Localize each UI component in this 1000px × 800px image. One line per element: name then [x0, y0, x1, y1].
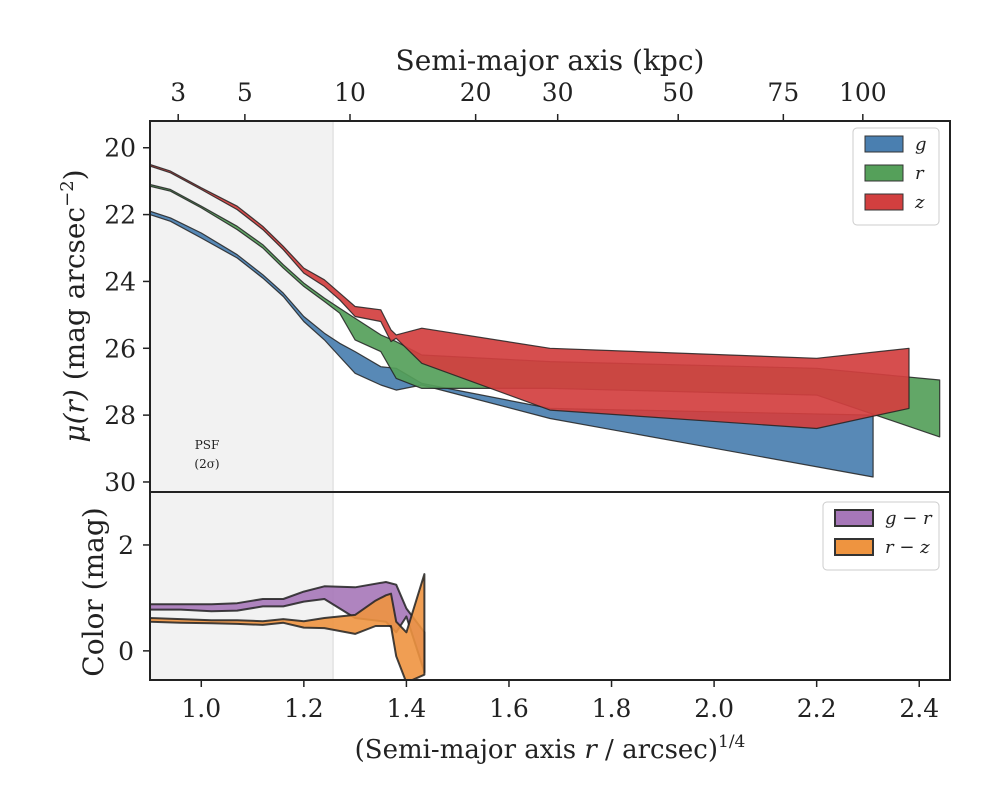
x-label-var: r	[584, 735, 598, 765]
kpc-tick-label-3: 20	[460, 78, 492, 107]
xtick-label-3: 1.6	[489, 694, 529, 723]
top-y-axis-label: μ(r) (mag arcsec−2)	[57, 169, 91, 442]
top-ytick-label-4: 28	[104, 401, 136, 430]
legend-color: g − r r − z	[822, 501, 940, 571]
kpc-tick-label-1: 5	[237, 78, 253, 107]
sb-legend-swatch-2	[864, 193, 904, 211]
x-label-unit: / arcsec)	[597, 735, 718, 765]
x-label-exp: 1/4	[718, 732, 745, 752]
bottom-y-ticks: 02	[118, 531, 150, 666]
bottom-ytick-label-0: 0	[118, 637, 134, 666]
y-label-unit: (mag arcsec	[58, 207, 91, 389]
xtick-label-2: 1.4	[387, 694, 427, 723]
bottom-y-axis-label: Color (mag)	[77, 507, 110, 676]
xtick-label-0: 1.0	[181, 694, 221, 723]
y-label-exp: −2	[57, 180, 78, 207]
sb-legend-swatch-1	[864, 164, 904, 182]
psf-region-top	[150, 121, 334, 492]
sb-legend-label-2: z	[914, 192, 925, 213]
top-y-ticks: 20 22 24 26 28 30	[104, 134, 150, 497]
top-ytick-label-5: 30	[104, 468, 136, 497]
sb-legend-label-1: r	[915, 163, 925, 184]
top-ytick-label-3: 26	[104, 334, 136, 363]
bottom-x-ticks: 1.0 1.2 1.4 1.6 1.8 2.0 2.2 2.4	[181, 680, 939, 723]
color-bands	[150, 573, 426, 680]
top-ytick-label-1: 22	[104, 201, 136, 230]
sb-legend-label-0: g	[915, 134, 927, 155]
bottom-panel-frame	[149, 491, 951, 681]
x-label-main: (Semi-major axis	[355, 735, 585, 765]
xtick-label-6: 2.2	[797, 694, 837, 723]
y-label-symbol: μ(r)	[58, 389, 91, 442]
sb-band-2	[150, 163, 910, 430]
sb-band-0	[150, 210, 874, 478]
top-ytick-label-2: 24	[104, 267, 136, 296]
kpc-tick-label-6: 75	[767, 78, 799, 107]
sb-legend-swatch-0	[864, 135, 904, 153]
kpc-tick-label-5: 50	[662, 78, 694, 107]
kpc-tick-label-4: 30	[542, 78, 574, 107]
top-x-ticks: 3 5 10 20 30 50 75 100	[170, 78, 887, 121]
color-legend-swatch-0	[834, 509, 874, 527]
color-legend-label-1: r − z	[885, 537, 930, 558]
kpc-tick-label-2: 10	[334, 78, 366, 107]
color-legend-label-0: g − r	[885, 508, 933, 529]
xtick-label-1: 1.2	[284, 694, 324, 723]
color-legend-swatch-1	[834, 538, 874, 556]
kpc-tick-label-0: 3	[170, 78, 186, 107]
psf-sigma-label: (2σ)	[194, 457, 219, 471]
top-ytick-label-0: 20	[104, 134, 136, 163]
psf-region-bottom	[150, 492, 334, 680]
xtick-label-5: 2.0	[694, 694, 734, 723]
psf-label: PSF	[195, 438, 220, 452]
y-label-close: )	[58, 169, 91, 180]
color-band-1	[150, 573, 426, 680]
legend-surface-brightness: grz	[852, 127, 940, 226]
xtick-label-4: 1.8	[592, 694, 632, 723]
kpc-tick-label-7: 100	[839, 78, 887, 107]
bottom-x-axis-label: (Semi-major axis r / arcsec)1/4	[355, 732, 746, 765]
bottom-ytick-label-1: 2	[118, 531, 134, 560]
xtick-label-7: 2.4	[899, 694, 939, 723]
surface-brightness-bands	[150, 163, 941, 478]
top-x-axis-label: Semi-major axis (kpc)	[396, 44, 705, 77]
